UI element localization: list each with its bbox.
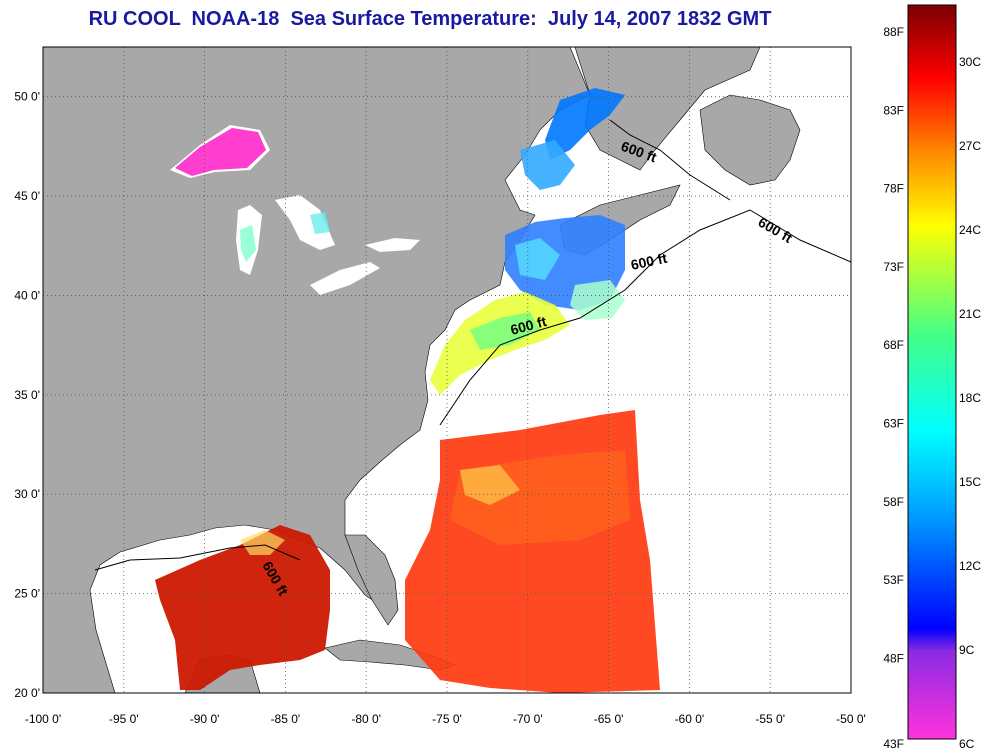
colorbar-c-label: 12C [959,559,981,573]
lat-tick-label: 45 0' [14,189,40,203]
sst-gulf-of-mexico [155,525,330,690]
depth-contours [94,119,851,571]
colorbar-c-label: 30C [959,55,981,69]
map-grid [43,47,851,693]
lon-tick-label: -85 0' [271,712,301,726]
colorbar-c-label: 6C [959,737,975,751]
sst-gulf-st-lawrence [545,88,625,160]
sst-lake-michigan [240,225,256,262]
colorbar-f-label: 48F [883,651,904,665]
lon-tick-label: -80 0' [351,712,381,726]
land-florida [344,534,399,626]
lon-tick-label: -100 0' [25,712,61,726]
colorbar-f-label: 73F [883,260,904,274]
land-north-america [43,47,591,693]
colorbar-c-label: 21C [959,307,981,321]
colorbar-c-label: 18C [959,391,981,405]
lat-tick-label: 50 0' [14,90,40,104]
sst-gulf-st-lawrence-2 [520,140,575,190]
lake-ontario [365,238,420,252]
lat-tick-label: 20 0' [14,686,40,700]
map-title: RU COOL NOAA-18 Sea Surface Temperature:… [88,8,772,30]
colorbar [907,4,957,740]
lon-tick-label: -70 0' [513,712,543,726]
lon-tick-label: -65 0' [594,712,624,726]
colorbar-f-label: 43F [883,737,904,751]
sst-georges-bank [570,280,625,320]
sst-mid-atlantic-green [470,312,540,350]
depth-label: 600 ft [629,250,668,273]
sst-atlantic-yellow-patch [460,465,520,505]
colorbar-f-label: 83F [883,103,904,117]
colorbar-f-label: 68F [883,338,904,352]
sst-lake-huron [310,212,330,234]
lon-tick-label: -60 0' [675,712,705,726]
lake-erie [310,262,380,295]
colorbar-f-label: 88F [883,25,904,39]
colorbar-f-label: 78F [883,182,904,196]
map-border [42,46,852,694]
sst-lake-superior [175,128,266,176]
colorbar-c-labels: 30C 27C 24C 21C 18C 15C 12C 9C 6C [959,55,981,751]
lon-tick-label: -75 0' [432,712,462,726]
lon-tick-label: -50 0' [836,712,866,726]
lake-huron [275,195,335,250]
lat-tick-label: 30 0' [14,487,40,501]
lat-tick-label: 25 0' [14,587,40,601]
colorbar-f-label: 58F [883,495,904,509]
lon-tick-labels: -100 0' -95 0' -90 0' -85 0' -80 0' -75 0' -70… [25,712,866,726]
lon-tick-label: -90 0' [190,712,220,726]
lon-tick-label: -55 0' [755,712,785,726]
lat-tick-label: 40 0' [14,288,40,302]
lon-tick-label: -95 0' [109,712,139,726]
colorbar-f-label: 63F [883,417,904,431]
lat-tick-label: 35 0' [14,388,40,402]
sst-gulf-of-maine-cyan [515,238,560,280]
land-newfoundland [699,94,801,186]
colorbar-f-labels: 88F 83F 78F 73F 68F 63F 58F 53F 48F 43F [883,25,904,751]
colorbar-c-label: 27C [959,139,981,153]
colorbar-f-label: 53F [883,573,904,587]
lat-tick-labels: 20 0' 25 0' 30 0' 35 0' 40 0' 45 0' 50 0' [14,90,40,700]
colorbar-c-label: 15C [959,475,981,489]
colorbar-c-label: 9C [959,643,975,657]
colorbar-c-label: 24C [959,223,981,237]
